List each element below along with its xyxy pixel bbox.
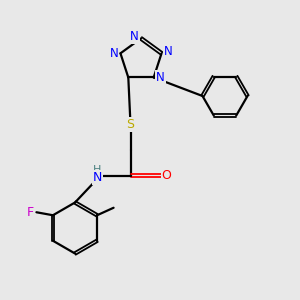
Text: H: H [93,165,102,175]
Text: N: N [130,30,139,44]
Text: N: N [164,45,172,58]
Text: S: S [127,118,134,131]
Text: N: N [93,171,102,184]
Text: N: N [110,47,118,60]
Text: O: O [162,169,171,182]
Text: N: N [156,71,165,84]
Text: F: F [26,206,33,219]
